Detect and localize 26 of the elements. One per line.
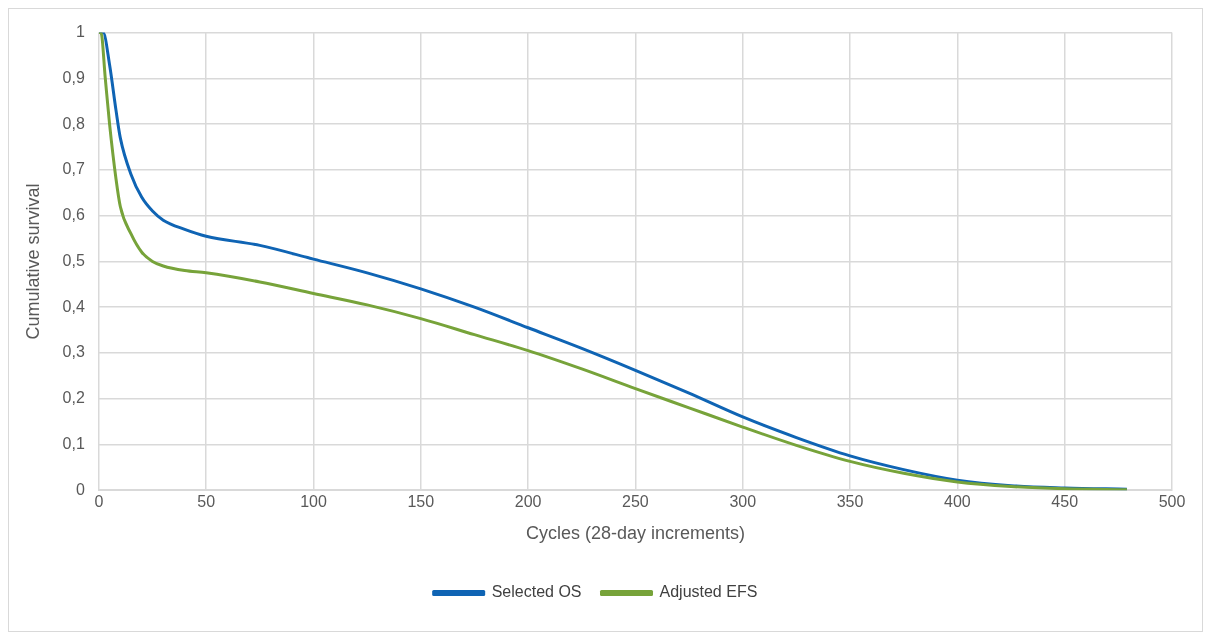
- x-tick-label: 350: [836, 493, 864, 511]
- y-tick-label: 0,8: [62, 114, 85, 132]
- x-tick-label: 450: [1051, 493, 1079, 511]
- y-tick-label: 0,4: [62, 297, 85, 315]
- x-axis-title: Cycles (28-day increments): [525, 523, 745, 544]
- y-tick-label: 0,7: [62, 160, 85, 178]
- x-tick-label: 400: [944, 493, 971, 511]
- legend-label: Adjusted EFS: [659, 583, 758, 601]
- x-tick-label: 200: [514, 493, 542, 511]
- y-axis-title: Cumulative survival: [22, 183, 43, 340]
- y-tick-label: 0: [75, 480, 85, 498]
- legend-label: Selected OS: [491, 583, 582, 601]
- y-tick-label: 0,1: [62, 434, 85, 452]
- x-tick-label: 250: [622, 493, 649, 511]
- x-tick-label: 0: [94, 493, 104, 511]
- y-tick-label: 0,9: [62, 68, 85, 86]
- x-tick-label: 300: [729, 493, 757, 511]
- y-tick-label: 0,2: [62, 389, 85, 407]
- x-tick-label: 150: [407, 493, 435, 511]
- x-tick-label: 50: [197, 493, 216, 511]
- y-tick-label: 0,3: [62, 343, 85, 361]
- y-tick-label: 0,5: [62, 251, 85, 269]
- x-tick-label: 100: [300, 493, 327, 511]
- y-tick-label: 1: [75, 23, 85, 41]
- x-tick-label: 500: [1158, 493, 1186, 511]
- y-tick-label: 0,6: [62, 206, 85, 224]
